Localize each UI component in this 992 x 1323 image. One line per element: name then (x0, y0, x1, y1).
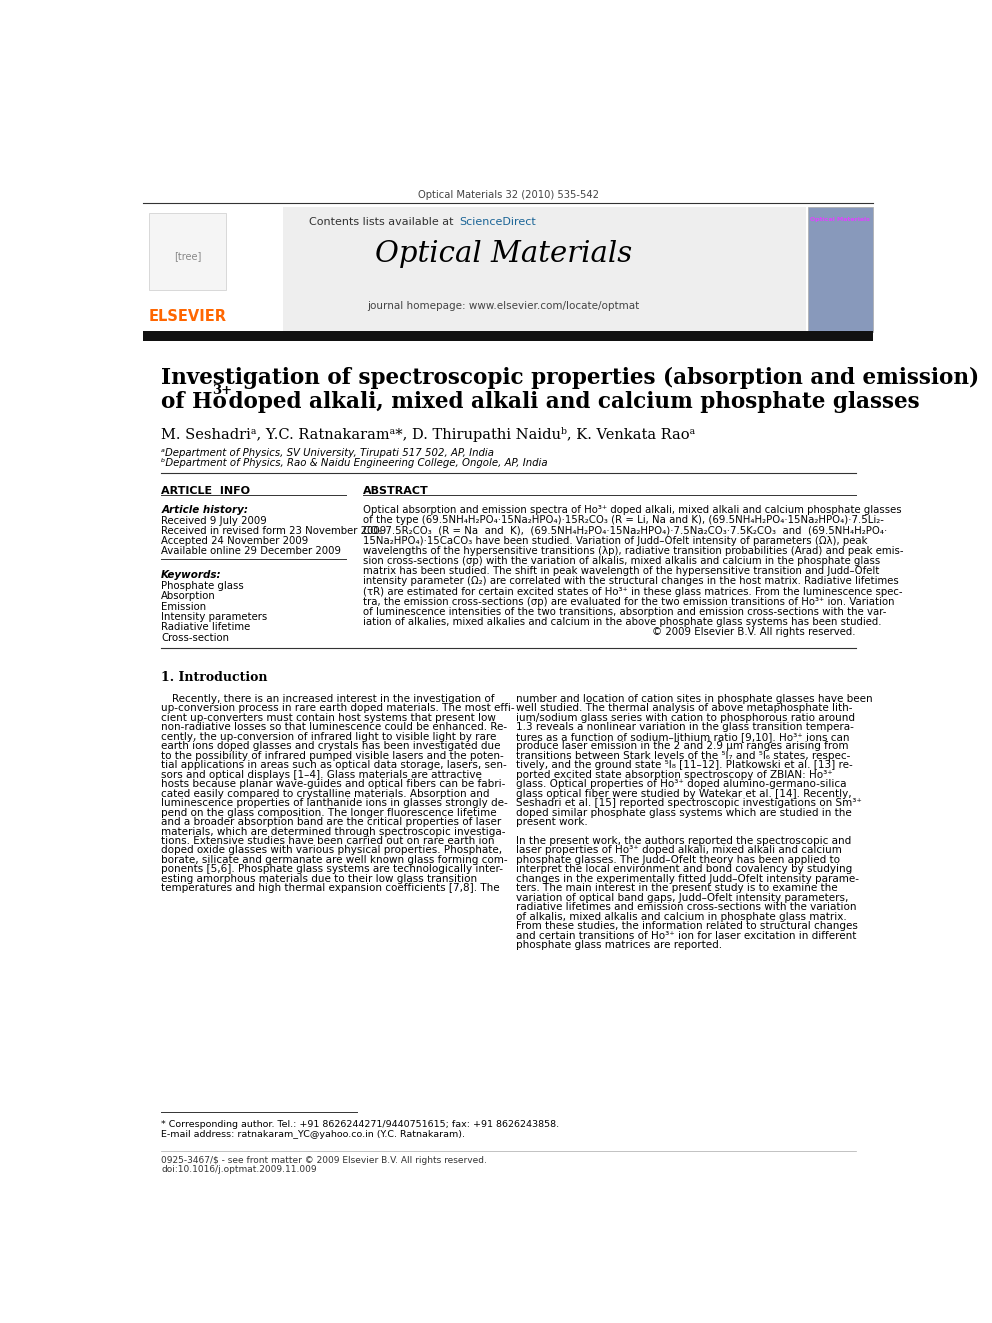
Text: Absorption: Absorption (161, 591, 216, 601)
Text: Article history:: Article history: (161, 505, 248, 515)
Text: 1.3 reveals a nonlinear variation in the glass transition tempera-: 1.3 reveals a nonlinear variation in the… (516, 722, 854, 733)
Text: number and location of cation sites in phosphate glasses have been: number and location of cation sites in p… (516, 693, 873, 704)
Text: ported excited state absorption spectroscopy of ZBIAN: Ho³⁺: ported excited state absorption spectros… (516, 770, 833, 779)
Text: 1. Introduction: 1. Introduction (161, 671, 268, 684)
Text: sion cross-sections (σp) with the variation of alkalis, mixed alkalis and calciu: sion cross-sections (σp) with the variat… (363, 556, 880, 566)
Bar (807, 208, 873, 332)
Text: * Corresponding author. Tel.: +91 8626244271/9440751615; fax: +91 8626243858.: * Corresponding author. Tel.: +91 862624… (161, 1119, 559, 1129)
Text: [tree]: [tree] (174, 251, 201, 261)
Text: matrix has been studied. The shift in peak wavelength of the hypersensitive tran: matrix has been studied. The shift in pe… (363, 566, 879, 577)
Text: produce laser emission in the 2 and 2.9 μm ranges arising from: produce laser emission in the 2 and 2.9 … (516, 741, 848, 751)
Text: In the present work, the authors reported the spectroscopic and: In the present work, the authors reporte… (516, 836, 851, 845)
Text: tra, the emission cross-sections (σp) are evaluated for the two emission transit: tra, the emission cross-sections (σp) ar… (363, 597, 894, 607)
Text: ARTICLE  INFO: ARTICLE INFO (161, 486, 250, 496)
Text: variation of optical band gaps, Judd–Ofelt intensity parameters,: variation of optical band gaps, Judd–Ofe… (516, 893, 848, 902)
Text: journal homepage: www.elsevier.com/locate/optmat: journal homepage: www.elsevier.com/locat… (368, 302, 640, 311)
Text: ᵃDepartment of Physics, SV University, Tirupati 517 502, AP, India: ᵃDepartment of Physics, SV University, T… (161, 447, 494, 458)
Text: Optical Materials 32 (2010) 535-542: Optical Materials 32 (2010) 535-542 (418, 189, 599, 200)
Text: wavelengths of the hypersensitive transitions (λp), radiative transition probabi: wavelengths of the hypersensitive transi… (363, 546, 903, 556)
Text: phosphate glasses. The Judd–Ofelt theory has been applied to: phosphate glasses. The Judd–Ofelt theory… (516, 855, 840, 865)
Text: 15Na₂HPO₄)·15CaCO₃ have been studied. Variation of Judd–Ofelt intensity of param: 15Na₂HPO₄)·15CaCO₃ have been studied. Va… (363, 536, 867, 546)
Text: Intensity parameters: Intensity parameters (161, 613, 268, 622)
Text: materials, which are determined through spectroscopic investiga-: materials, which are determined through … (161, 827, 506, 836)
Text: iation of alkalies, mixed alkalies and calcium in the above phosphate glass syst: iation of alkalies, mixed alkalies and c… (363, 617, 881, 627)
Text: up-conversion process in rare earth doped materials. The most effi-: up-conversion process in rare earth dope… (161, 704, 515, 713)
Text: CO₃·7.5R₂CO₃  (R = Na  and  K),  (69.5NH₄H₂PO₄·15Na₂HPO₄)·7.5Na₂CO₃·7.5K₂CO₃  an: CO₃·7.5R₂CO₃ (R = Na and K), (69.5NH₄H₂P… (363, 525, 887, 536)
Text: transitions between Stark levels of the ⁵I₇ and ⁵I₆ states, respec-: transitions between Stark levels of the … (516, 750, 850, 761)
Text: and a broader absorption band are the critical properties of laser: and a broader absorption band are the cr… (161, 818, 501, 827)
Text: Accepted 24 November 2009: Accepted 24 November 2009 (161, 536, 309, 546)
Text: ters. The main interest in the present study is to examine the: ters. The main interest in the present s… (516, 884, 838, 893)
Text: pend on the glass composition. The longer fluorescence lifetime: pend on the glass composition. The longe… (161, 807, 497, 818)
Text: Phosphate glass: Phosphate glass (161, 581, 244, 591)
Text: Optical Materials: Optical Materials (375, 239, 632, 267)
Text: of the type (69.5NH₄H₂PO₄·15Na₂HPO₄)·15R₂CO₃ (R = Li, Na and K), (69.5NH₄H₂PO₄·1: of the type (69.5NH₄H₂PO₄·15Na₂HPO₄)·15R… (363, 516, 884, 525)
Text: to the possibility of infrared pumped visible lasers and the poten-: to the possibility of infrared pumped vi… (161, 750, 504, 761)
Text: Recently, there is an increased interest in the investigation of: Recently, there is an increased interest… (172, 693, 495, 704)
Text: esting amorphous materials due to their low glass transition: esting amorphous materials due to their … (161, 875, 477, 884)
Text: intensity parameter (Ω₂) are correlated with the structural changes in the host : intensity parameter (Ω₂) are correlated … (363, 577, 899, 586)
Text: doped alkali, mixed alkali and calcium phosphate glasses: doped alkali, mixed alkali and calcium p… (221, 392, 920, 413)
Text: of luminescence intensities of the two transitions, absorption and emission cros: of luminescence intensities of the two t… (363, 607, 886, 617)
Text: © 2009 Elsevier B.V. All rights reserved.: © 2009 Elsevier B.V. All rights reserved… (652, 627, 855, 638)
Text: radiative lifetimes and emission cross-sections with the variation: radiative lifetimes and emission cross-s… (516, 902, 857, 913)
Bar (149, 213, 226, 290)
Text: doped similar phosphate glass systems which are studied in the: doped similar phosphate glass systems wh… (516, 807, 852, 818)
Text: ᵇDepartment of Physics, Rao & Naidu Engineering College, Ongole, AP, India: ᵇDepartment of Physics, Rao & Naidu Engi… (161, 458, 548, 468)
Text: doped oxide glasses with various physical properties. Phosphate,: doped oxide glasses with various physica… (161, 845, 502, 856)
Text: and certain transitions of Ho³⁺ ion for laser excitation in different: and certain transitions of Ho³⁺ ion for … (516, 930, 856, 941)
Text: tively, and the ground state ⁵I₈ [11–12]. Platkowski et al. [13] re-: tively, and the ground state ⁵I₈ [11–12]… (516, 761, 853, 770)
Text: sors and optical displays [1–4]. Glass materials are attractive: sors and optical displays [1–4]. Glass m… (161, 770, 482, 779)
Text: ium/sodium glass series with cation to phosphorous ratio around: ium/sodium glass series with cation to p… (516, 713, 855, 722)
Text: changes in the experimentally fitted Judd–Ofelt intensity parame-: changes in the experimentally fitted Jud… (516, 875, 859, 884)
Text: temperatures and high thermal expansion coefficients [7,8]. The: temperatures and high thermal expansion … (161, 884, 500, 893)
Text: hosts because planar wave-guides and optical fibers can be fabri-: hosts because planar wave-guides and opt… (161, 779, 506, 789)
Text: Optical absorption and emission spectra of Ho³⁺ doped alkali, mixed alkali and c: Optical absorption and emission spectra … (363, 505, 902, 515)
Text: ELSEVIER: ELSEVIER (149, 308, 226, 324)
Text: tures as a function of sodium–lithium ratio [9,10]. Ho³⁺ ions can: tures as a function of sodium–lithium ra… (516, 732, 850, 742)
Text: glass optical fiber were studied by Watekar et al. [14]. Recently,: glass optical fiber were studied by Wate… (516, 789, 852, 799)
Text: ScienceDirect: ScienceDirect (458, 217, 536, 226)
Text: glass. Optical properties of Ho³⁺ doped alumino-germano-silica: glass. Optical properties of Ho³⁺ doped … (516, 779, 846, 789)
Text: Contents lists available at: Contents lists available at (310, 217, 457, 226)
Text: Optical Materials: Optical Materials (810, 217, 870, 221)
Text: Radiative lifetime: Radiative lifetime (161, 622, 250, 632)
Bar (144, 331, 873, 341)
Text: cient up-converters must contain host systems that present low: cient up-converters must contain host sy… (161, 713, 496, 722)
Text: Received 9 July 2009: Received 9 July 2009 (161, 516, 267, 527)
Text: non-radiative losses so that luminescence could be enhanced. Re-: non-radiative losses so that luminescenc… (161, 722, 507, 733)
Text: tions. Extensive studies have been carried out on rare earth ion: tions. Extensive studies have been carri… (161, 836, 495, 845)
Text: earth ions doped glasses and crystals has been investigated due: earth ions doped glasses and crystals ha… (161, 741, 501, 751)
Text: Emission: Emission (161, 602, 206, 611)
Bar (144, 208, 806, 332)
Text: From these studies, the information related to structural changes: From these studies, the information rela… (516, 921, 858, 931)
Text: well studied. The thermal analysis of above metaphosphate lith-: well studied. The thermal analysis of ab… (516, 704, 853, 713)
Text: ponents [5,6]. Phosphate glass systems are technologically inter-: ponents [5,6]. Phosphate glass systems a… (161, 864, 503, 875)
Text: interpret the local environment and bond covalency by studying: interpret the local environment and bond… (516, 864, 852, 875)
Text: cently, the up-conversion of infrared light to visible light by rare: cently, the up-conversion of infrared li… (161, 732, 497, 742)
Text: Cross-section: Cross-section (161, 632, 229, 643)
Text: of Ho: of Ho (161, 392, 227, 413)
Text: 3+: 3+ (212, 384, 232, 397)
Text: of alkalis, mixed alkalis and calcium in phosphate glass matrix.: of alkalis, mixed alkalis and calcium in… (516, 912, 847, 922)
Text: laser properties of Ho³⁺ doped alkali, mixed alkali and calcium: laser properties of Ho³⁺ doped alkali, m… (516, 845, 842, 856)
Text: ABSTRACT: ABSTRACT (363, 486, 429, 496)
Text: phosphate glass matrices are reported.: phosphate glass matrices are reported. (516, 941, 722, 950)
Text: E-mail address: ratnakaram_YC@yahoo.co.in (Y.C. Ratnakaram).: E-mail address: ratnakaram_YC@yahoo.co.i… (161, 1130, 465, 1139)
Text: Seshadri et al. [15] reported spectroscopic investigations on Sm³⁺: Seshadri et al. [15] reported spectrosco… (516, 798, 862, 808)
Text: Keywords:: Keywords: (161, 570, 222, 579)
Text: cated easily compared to crystalline materials. Absorption and: cated easily compared to crystalline mat… (161, 789, 490, 799)
Text: present work.: present work. (516, 818, 588, 827)
Text: M. Seshadriᵃ, Y.C. Ratnakaramᵃ*, D. Thirupathi Naiduᵇ, K. Venkata Raoᵃ: M. Seshadriᵃ, Y.C. Ratnakaramᵃ*, D. Thir… (161, 427, 695, 442)
Text: borate, silicate and germanate are well known glass forming com-: borate, silicate and germanate are well … (161, 855, 508, 865)
Text: Available online 29 December 2009: Available online 29 December 2009 (161, 546, 341, 556)
Text: Investigation of spectroscopic properties (absorption and emission): Investigation of spectroscopic propertie… (161, 366, 979, 389)
Bar (144, 208, 283, 332)
Text: Received in revised form 23 November 2009: Received in revised form 23 November 200… (161, 527, 387, 536)
Text: (τR) are estimated for certain excited states of Ho³⁺ in these glass matrices. F: (τR) are estimated for certain excited s… (363, 586, 902, 597)
Text: luminescence properties of lanthanide ions in glasses strongly de-: luminescence properties of lanthanide io… (161, 798, 508, 808)
Text: 0925-3467/$ - see front matter © 2009 Elsevier B.V. All rights reserved.: 0925-3467/$ - see front matter © 2009 El… (161, 1156, 487, 1166)
Text: doi:10.1016/j.optmat.2009.11.009: doi:10.1016/j.optmat.2009.11.009 (161, 1166, 316, 1174)
Text: tial applications in areas such as optical data storage, lasers, sen-: tial applications in areas such as optic… (161, 761, 507, 770)
